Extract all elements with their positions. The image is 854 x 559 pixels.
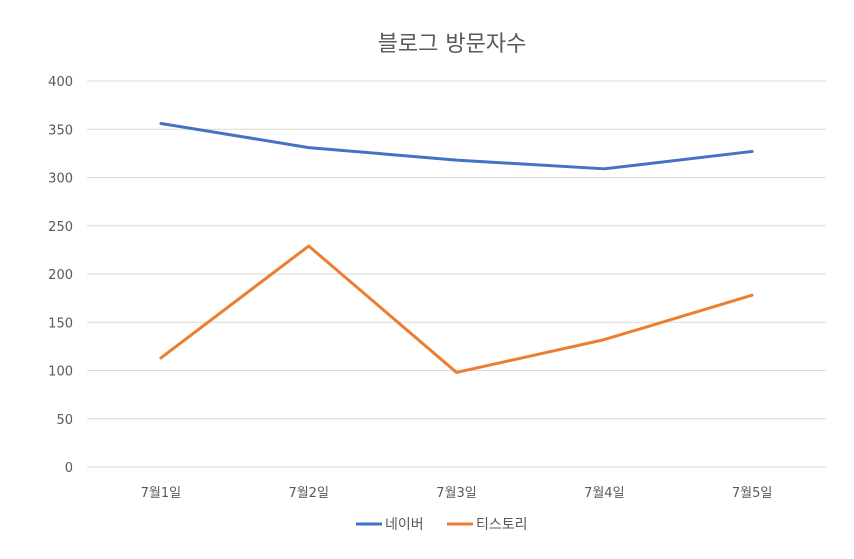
x-tick-label: 7월2일 — [288, 486, 328, 501]
x-tick-label: 7월4일 — [584, 486, 624, 501]
legend: 네이버 티스토리 — [356, 517, 528, 533]
y-tick-label: 50 — [56, 413, 73, 428]
legend-label: 네이버 — [385, 517, 424, 533]
y-axis-ticks: 0 50 100 150 200 250 300 350 400 — [48, 75, 73, 476]
y-tick-label: 350 — [48, 123, 73, 138]
gridlines — [87, 80, 826, 468]
x-tick-label: 7월5일 — [732, 486, 772, 501]
legend-label: 티스토리 — [476, 517, 528, 533]
y-tick-label: 300 — [48, 172, 73, 187]
series-lines — [159, 121, 754, 374]
series-line-2 — [159, 244, 754, 374]
y-tick-label: 250 — [48, 220, 73, 235]
x-tick-label: 7월3일 — [436, 486, 476, 501]
y-tick-label: 0 — [65, 461, 73, 476]
y-tick-label: 150 — [48, 316, 73, 331]
x-axis-ticks: 7월1일 7월2일 7월3일 7월4일 7월5일 — [141, 486, 773, 501]
y-tick-label: 400 — [48, 75, 73, 90]
y-tick-label: 200 — [48, 268, 73, 283]
y-tick-label: 100 — [48, 365, 73, 380]
x-tick-label: 7월1일 — [141, 486, 181, 501]
chart-title: 블로그 방문자수 — [378, 32, 527, 57]
series-line-1 — [159, 121, 754, 171]
